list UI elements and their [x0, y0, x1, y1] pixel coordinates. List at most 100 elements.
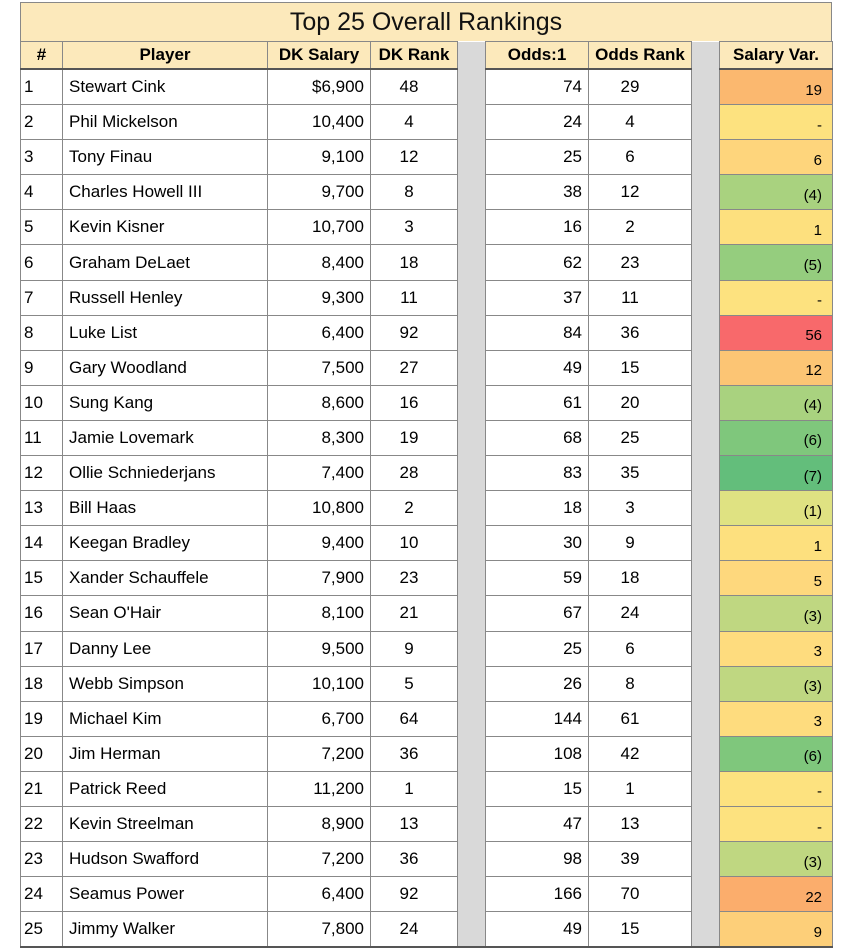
cell-rank-number[interactable]: 15	[20, 560, 63, 597]
cell-rank-number[interactable]: 22	[20, 805, 63, 843]
cell-dk-salary[interactable]: 10,400	[267, 104, 371, 141]
cell-dk-salary[interactable]: 6,400	[267, 314, 371, 351]
cell-odds[interactable]: 38	[485, 174, 589, 211]
cell-odds[interactable]: 15	[485, 770, 589, 807]
cell-salary-var[interactable]: -	[719, 805, 833, 843]
cell-salary-var[interactable]: 3	[719, 700, 833, 737]
cell-dk-rank[interactable]: 16	[370, 384, 458, 421]
cell-rank-number[interactable]: 18	[20, 665, 63, 702]
cell-player-name[interactable]: Luke List	[62, 314, 268, 351]
cell-odds-rank[interactable]: 8	[588, 665, 692, 702]
cell-salary-var[interactable]: 56	[719, 314, 833, 351]
cell-player-name[interactable]: Webb Simpson	[62, 665, 268, 702]
cell-odds[interactable]: 18	[485, 490, 589, 527]
cell-dk-salary[interactable]: 6,400	[267, 876, 371, 913]
cell-dk-rank[interactable]: 5	[370, 665, 458, 702]
cell-player-name[interactable]: Danny Lee	[62, 630, 268, 667]
cell-rank-number[interactable]: 13	[20, 490, 63, 527]
cell-salary-var[interactable]: (4)	[719, 384, 833, 421]
cell-odds[interactable]: 84	[485, 314, 589, 351]
cell-dk-salary[interactable]: 8,600	[267, 384, 371, 421]
cell-odds[interactable]: 74	[485, 68, 589, 106]
cell-rank-number[interactable]: 4	[20, 174, 63, 211]
cell-rank-number[interactable]: 19	[20, 700, 63, 737]
cell-odds[interactable]: 24	[485, 104, 589, 141]
cell-dk-rank[interactable]: 1	[370, 770, 458, 807]
cell-odds[interactable]: 62	[485, 244, 589, 281]
cell-salary-var[interactable]: 3	[719, 630, 833, 667]
cell-player-name[interactable]: Graham DeLaet	[62, 244, 268, 281]
cell-player-name[interactable]: Sean O'Hair	[62, 595, 268, 632]
cell-odds-rank[interactable]: 23	[588, 244, 692, 281]
col-header-rank[interactable]: #	[20, 41, 63, 70]
cell-odds[interactable]: 61	[485, 384, 589, 421]
cell-salary-var[interactable]: 5	[719, 560, 833, 597]
cell-player-name[interactable]: Xander Schauffele	[62, 560, 268, 597]
cell-dk-salary[interactable]: 7,800	[267, 911, 371, 948]
cell-player-name[interactable]: Bill Haas	[62, 490, 268, 527]
cell-dk-rank[interactable]: 92	[370, 876, 458, 913]
cell-odds-rank[interactable]: 42	[588, 735, 692, 772]
cell-odds-rank[interactable]: 15	[588, 349, 692, 386]
cell-salary-var[interactable]: -	[719, 770, 833, 807]
cell-odds-rank[interactable]: 36	[588, 314, 692, 351]
cell-rank-number[interactable]: 12	[20, 455, 63, 492]
cell-dk-salary[interactable]: 8,300	[267, 419, 371, 457]
cell-player-name[interactable]: Sung Kang	[62, 384, 268, 421]
cell-dk-salary[interactable]: 7,500	[267, 349, 371, 386]
cell-dk-rank[interactable]: 13	[370, 805, 458, 843]
cell-salary-var[interactable]: (1)	[719, 490, 833, 527]
cell-rank-number[interactable]: 2	[20, 104, 63, 141]
cell-salary-var[interactable]: (3)	[719, 841, 833, 878]
cell-odds-rank[interactable]: 25	[588, 419, 692, 457]
cell-dk-rank[interactable]: 4	[370, 104, 458, 141]
cell-odds-rank[interactable]: 2	[588, 209, 692, 246]
cell-salary-var[interactable]: 1	[719, 209, 833, 246]
cell-salary-var[interactable]: (6)	[719, 735, 833, 772]
cell-dk-salary[interactable]: 7,200	[267, 735, 371, 772]
cell-odds-rank[interactable]: 35	[588, 455, 692, 492]
cell-dk-salary[interactable]: 7,200	[267, 841, 371, 878]
col-header-odds[interactable]: Odds:1	[485, 41, 589, 70]
cell-player-name[interactable]: Charles Howell III	[62, 174, 268, 211]
cell-player-name[interactable]: Stewart Cink	[62, 68, 268, 106]
cell-player-name[interactable]: Kevin Kisner	[62, 209, 268, 246]
cell-dk-salary[interactable]: 10,800	[267, 490, 371, 527]
cell-dk-salary[interactable]: 9,400	[267, 525, 371, 562]
cell-odds-rank[interactable]: 6	[588, 139, 692, 176]
cell-dk-rank[interactable]: 27	[370, 349, 458, 386]
cell-odds[interactable]: 49	[485, 349, 589, 386]
cell-dk-rank[interactable]: 11	[370, 279, 458, 316]
cell-dk-salary[interactable]: 11,200	[267, 770, 371, 807]
cell-dk-rank[interactable]: 19	[370, 419, 458, 457]
cell-odds-rank[interactable]: 11	[588, 279, 692, 316]
cell-dk-salary[interactable]: 6,700	[267, 700, 371, 737]
cell-odds[interactable]: 83	[485, 455, 589, 492]
cell-odds-rank[interactable]: 9	[588, 525, 692, 562]
cell-player-name[interactable]: Tony Finau	[62, 139, 268, 176]
cell-odds[interactable]: 108	[485, 735, 589, 772]
cell-rank-number[interactable]: 9	[20, 349, 63, 386]
cell-odds-rank[interactable]: 24	[588, 595, 692, 632]
cell-odds-rank[interactable]: 20	[588, 384, 692, 421]
cell-dk-rank[interactable]: 3	[370, 209, 458, 246]
cell-odds-rank[interactable]: 18	[588, 560, 692, 597]
cell-salary-var[interactable]: -	[719, 104, 833, 141]
cell-rank-number[interactable]: 10	[20, 384, 63, 421]
cell-rank-number[interactable]: 8	[20, 314, 63, 351]
cell-odds[interactable]: 98	[485, 841, 589, 878]
cell-odds[interactable]: 37	[485, 279, 589, 316]
cell-salary-var[interactable]: (3)	[719, 595, 833, 632]
cell-salary-var[interactable]: 6	[719, 139, 833, 176]
cell-dk-rank[interactable]: 18	[370, 244, 458, 281]
cell-odds[interactable]: 26	[485, 665, 589, 702]
cell-dk-rank[interactable]: 36	[370, 841, 458, 878]
cell-salary-var[interactable]: 12	[719, 349, 833, 386]
cell-player-name[interactable]: Patrick Reed	[62, 770, 268, 807]
cell-salary-var[interactable]: 9	[719, 911, 833, 948]
cell-dk-salary[interactable]: 8,100	[267, 595, 371, 632]
cell-rank-number[interactable]: 1	[20, 68, 63, 106]
cell-player-name[interactable]: Gary Woodland	[62, 349, 268, 386]
cell-salary-var[interactable]: (7)	[719, 455, 833, 492]
cell-player-name[interactable]: Kevin Streelman	[62, 805, 268, 843]
